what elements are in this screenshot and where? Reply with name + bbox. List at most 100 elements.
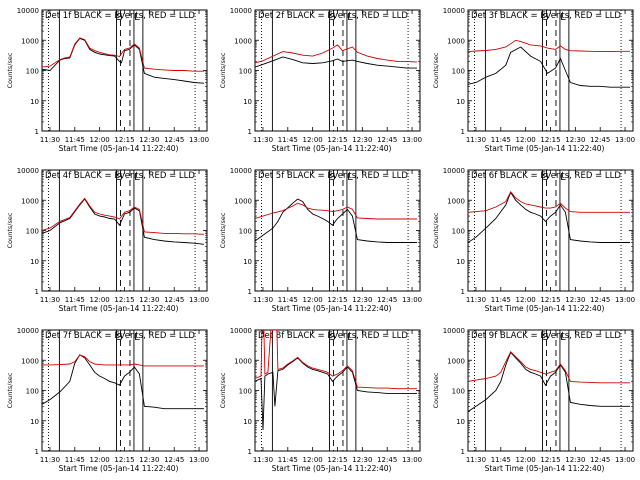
x-tick-label: 11:30 xyxy=(40,296,60,304)
x-tick-label: 11:30 xyxy=(466,456,486,464)
events-series-line xyxy=(42,198,205,245)
y-tick-label: 10 xyxy=(456,258,465,266)
event-label: L xyxy=(560,332,566,343)
y-tick-label: 100 xyxy=(452,228,465,236)
y-tick-label: 1000 xyxy=(234,357,252,365)
x-tick-label: 12:00 xyxy=(90,296,110,304)
events-series-line xyxy=(42,37,205,84)
y-tick-label: 100 xyxy=(26,388,39,396)
events-series-line xyxy=(255,56,417,69)
x-tick-label: 12:30 xyxy=(352,456,372,464)
y-axis-label: Counts/sec xyxy=(6,212,14,248)
detector-panel-2: Det 2f BLACK = Events, RED = LLD11010010… xyxy=(219,7,422,153)
event-label: L xyxy=(347,12,353,23)
x-tick-label: 12:30 xyxy=(352,296,372,304)
event-label: S xyxy=(329,12,335,23)
x-tick-label: 13:00 xyxy=(189,136,209,144)
y-tick-label: 1 xyxy=(35,288,39,296)
x-tick-label: 13:00 xyxy=(189,296,209,304)
y-tick-label: 10000 xyxy=(443,327,465,335)
x-tick-label: 12:30 xyxy=(352,136,372,144)
x-tick-label: 13:00 xyxy=(189,456,209,464)
event-label: L xyxy=(560,172,566,183)
y-tick-label: 10 xyxy=(243,98,252,106)
x-tick-label: 11:45 xyxy=(491,296,511,304)
x-tick-label: 12:00 xyxy=(303,296,323,304)
x-tick-label: 11:30 xyxy=(253,456,273,464)
y-tick-label: 10 xyxy=(456,418,465,426)
x-axis-label: Start Time (05-Jan-14 11:22:40) xyxy=(59,464,179,473)
y-tick-label: 1 xyxy=(248,128,252,136)
plot-frame xyxy=(467,9,634,132)
x-axis-label: Start Time (05-Jan-14 11:22:40) xyxy=(272,144,392,153)
x-tick-label: 12:30 xyxy=(139,136,159,144)
y-axis-label: Counts/sec xyxy=(219,52,227,88)
detector-panel-3: Det 3f BLACK = Events, RED = LLD11010010… xyxy=(432,7,635,153)
detector-panel-8: Det 8f BLACK = Events, RED = LLD11010010… xyxy=(219,327,422,473)
event-label: S xyxy=(542,12,548,23)
x-tick-label: 12:30 xyxy=(139,456,159,464)
y-tick-label: 10 xyxy=(30,418,39,426)
x-tick-label: 12:00 xyxy=(90,456,110,464)
events-series-line xyxy=(255,357,417,430)
y-tick-label: 100 xyxy=(239,228,252,236)
x-tick-label: 12:00 xyxy=(90,136,110,144)
lld-series-line xyxy=(255,330,417,390)
x-tick-label: 11:45 xyxy=(278,136,298,144)
event-label: L xyxy=(134,12,140,23)
y-tick-label: 100 xyxy=(239,388,252,396)
y-tick-label: 1 xyxy=(248,448,252,456)
x-tick-label: 12:45 xyxy=(590,296,610,304)
x-tick-label: 12:45 xyxy=(377,456,397,464)
detector-panel-9: Det 9f BLACK = Events, RED = LLD11010010… xyxy=(432,327,635,473)
plot-frame xyxy=(254,9,421,132)
x-tick-label: 12:15 xyxy=(540,296,560,304)
lld-series-line xyxy=(468,39,630,53)
x-tick-label: 11:30 xyxy=(40,136,60,144)
event-label: S xyxy=(542,172,548,183)
x-tick-label: 12:15 xyxy=(114,456,134,464)
y-axis-label: Counts/sec xyxy=(432,212,440,248)
detector-panel-7: Det 7f BLACK = Events, RED = LLD11010010… xyxy=(6,327,209,473)
events-series-line xyxy=(468,351,630,412)
x-tick-label: 13:00 xyxy=(402,456,422,464)
x-axis-label: Start Time (05-Jan-14 11:22:40) xyxy=(485,144,605,153)
x-tick-label: 11:45 xyxy=(278,296,298,304)
y-tick-label: 1000 xyxy=(447,357,465,365)
x-tick-label: 12:45 xyxy=(590,136,610,144)
detector-panel-1: Det 1f BLACK = Events, RED = LLD11010010… xyxy=(6,7,209,153)
lld-series-line xyxy=(42,354,204,367)
y-tick-label: 1 xyxy=(35,128,39,136)
y-tick-label: 10000 xyxy=(17,327,39,335)
y-tick-label: 1000 xyxy=(21,37,39,45)
events-series-line xyxy=(42,354,204,410)
y-axis-label: Counts/sec xyxy=(6,372,14,408)
y-tick-label: 10 xyxy=(243,418,252,426)
lld-series-line xyxy=(42,37,204,72)
y-tick-label: 1000 xyxy=(21,357,39,365)
x-tick-label: 11:30 xyxy=(40,456,60,464)
x-tick-label: 12:15 xyxy=(114,136,134,144)
x-tick-label: 12:45 xyxy=(164,456,184,464)
events-series-line xyxy=(468,46,630,88)
x-tick-label: 12:30 xyxy=(565,136,585,144)
x-axis-label: Start Time (05-Jan-14 11:22:40) xyxy=(59,304,179,313)
plot-frame xyxy=(41,169,208,292)
lld-series-line xyxy=(42,197,205,235)
plot-frame xyxy=(254,169,421,292)
y-tick-label: 1000 xyxy=(234,37,252,45)
x-tick-label: 12:00 xyxy=(516,136,536,144)
y-tick-label: 1 xyxy=(461,448,465,456)
x-tick-label: 12:15 xyxy=(540,136,560,144)
y-tick-label: 100 xyxy=(452,388,465,396)
y-tick-label: 10000 xyxy=(230,167,252,175)
y-tick-label: 10000 xyxy=(17,7,39,15)
y-tick-label: 1000 xyxy=(234,197,252,205)
event-label: S xyxy=(329,332,335,343)
y-tick-label: 10 xyxy=(243,258,252,266)
lld-series-line xyxy=(255,202,417,220)
event-label: S xyxy=(329,172,335,183)
x-tick-label: 12:30 xyxy=(139,296,159,304)
x-tick-label: 11:45 xyxy=(491,136,511,144)
y-tick-label: 10 xyxy=(30,258,39,266)
